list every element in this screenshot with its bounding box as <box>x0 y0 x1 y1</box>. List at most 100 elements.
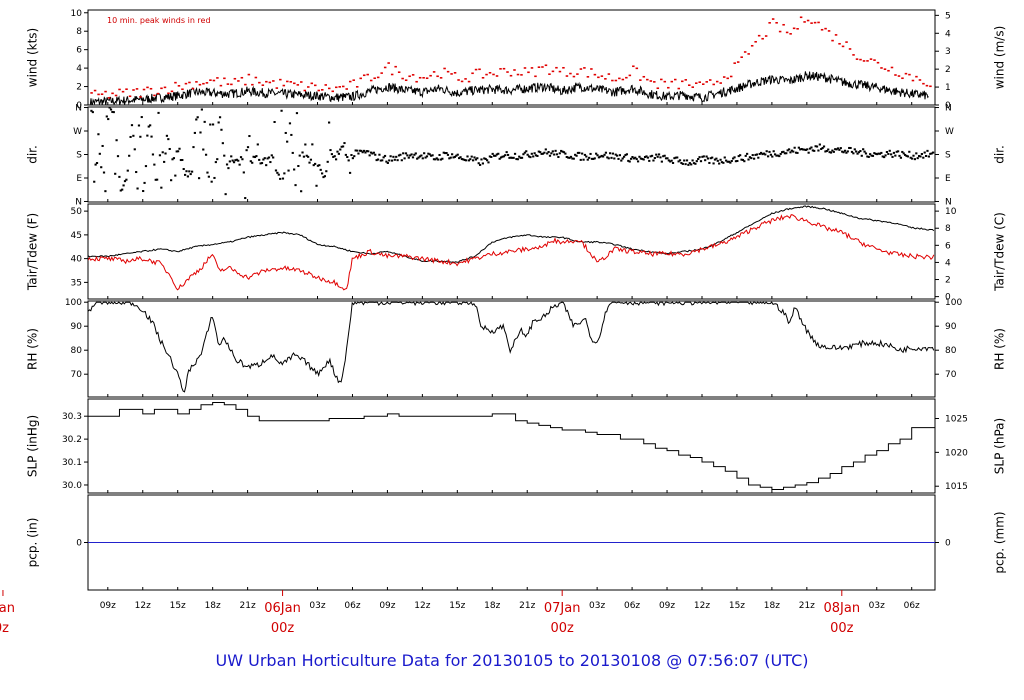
peak-wind-point <box>422 76 425 79</box>
dir-point <box>522 153 525 156</box>
dir-point <box>618 154 622 157</box>
dir-point <box>586 158 589 161</box>
temp-tick-label-right: 2 <box>945 276 951 286</box>
slp-tick-label-left: 30.3 <box>62 412 82 422</box>
dir-point <box>775 154 778 157</box>
dir-point <box>213 176 216 179</box>
temp-data <box>88 205 935 291</box>
dir-point <box>836 147 840 150</box>
dir-point <box>164 152 167 155</box>
dir-point <box>220 128 223 131</box>
peak-wind-point <box>261 84 265 86</box>
peak-wind-point <box>118 88 121 91</box>
peak-wind-point <box>834 34 838 36</box>
peak-wind-point <box>583 67 586 69</box>
dir-point <box>171 158 174 161</box>
dir-point <box>174 174 177 177</box>
dir-point <box>340 145 343 148</box>
dir-point <box>305 154 308 157</box>
peak-wind-point <box>310 82 314 85</box>
peak-wind-point <box>681 80 684 83</box>
dir-point <box>139 135 142 138</box>
peak-wind-point <box>569 72 572 75</box>
peak-wind-point <box>128 95 132 98</box>
dir-point <box>920 152 923 155</box>
peak-wind-point <box>733 62 736 64</box>
dir-point <box>862 148 865 151</box>
dir-point <box>659 156 662 159</box>
dir-point <box>554 149 557 152</box>
peak-wind-point <box>715 80 719 83</box>
dir-point <box>337 152 340 155</box>
dir-point <box>561 150 564 153</box>
dir-point <box>604 151 608 154</box>
temp-tick-label-right: 4 <box>945 258 951 268</box>
dir-point <box>425 155 429 158</box>
dir-point <box>726 160 729 163</box>
dir-point <box>351 157 354 160</box>
dir-point <box>817 149 820 152</box>
dir-point <box>850 150 854 153</box>
peak-wind-point <box>572 75 576 78</box>
x-tick-label: 09z <box>379 601 395 611</box>
dir-point <box>892 151 896 154</box>
peak-wind-point <box>488 71 492 74</box>
dir-point <box>807 151 810 154</box>
dir-point <box>397 154 401 157</box>
peak-wind-point <box>209 79 212 81</box>
dir-point <box>239 156 243 159</box>
x-tick-label: 06z <box>624 601 640 611</box>
dir-point <box>750 157 753 160</box>
dir-point <box>516 158 519 161</box>
dir-point <box>520 156 524 159</box>
rh-tick-label-right: 80 <box>945 346 957 356</box>
dir-point <box>374 153 377 156</box>
dir-point <box>178 147 181 150</box>
peak-wind-point <box>411 74 415 76</box>
dir-point <box>780 151 784 154</box>
dir-point <box>909 156 912 159</box>
dir-point <box>390 159 394 162</box>
dir-point <box>375 159 378 162</box>
dir-point <box>383 154 387 157</box>
peak-wind-point <box>785 31 789 34</box>
wind-tick-label-right: 1 <box>945 83 951 93</box>
dir-point <box>481 162 484 165</box>
dir-point <box>864 152 868 155</box>
dir-point <box>776 154 779 157</box>
dir-point <box>624 154 627 157</box>
dir-point <box>445 152 448 155</box>
dir-point <box>568 156 571 159</box>
peak-wind-point <box>534 75 537 78</box>
dir-point <box>694 162 697 165</box>
dir-point <box>751 154 754 157</box>
x-tick-label: 15z <box>170 601 186 611</box>
dir-point <box>572 157 575 160</box>
dir-point <box>477 162 480 165</box>
dir-point <box>916 157 919 160</box>
peak-wind-point <box>852 54 855 56</box>
temp-tick-label-left: 45 <box>71 231 82 241</box>
dir-point <box>913 158 916 161</box>
peak-wind-point <box>558 70 562 73</box>
peak-wind-point <box>212 79 216 82</box>
dir-point <box>367 150 370 153</box>
dir-point <box>688 162 691 165</box>
peak-wind-point <box>275 87 279 89</box>
slp-tick-label-right: 1020 <box>945 448 968 458</box>
peak-wind-point <box>97 93 100 96</box>
temp-tick-label-left: 40 <box>71 255 83 265</box>
dir-point <box>650 154 654 157</box>
dir-point <box>828 151 831 154</box>
dir-point <box>555 153 559 156</box>
peak-wind-point <box>460 80 464 83</box>
dir-point <box>569 155 573 158</box>
peak-wind-point <box>506 71 509 73</box>
temp-tick-label-right: 8 <box>945 224 951 234</box>
dir-point <box>769 153 772 156</box>
dir-point <box>550 152 553 155</box>
dir-point <box>291 151 294 154</box>
dir-point <box>681 162 684 165</box>
peak-wind-point <box>163 86 167 89</box>
dir-point <box>202 148 205 151</box>
